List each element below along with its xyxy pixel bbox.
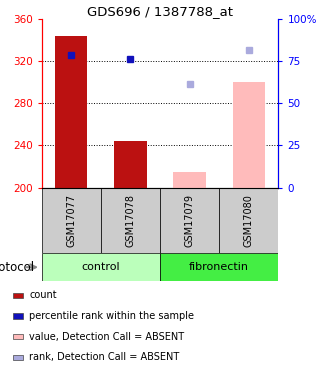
Bar <box>219 188 278 253</box>
Text: GSM17079: GSM17079 <box>185 194 195 247</box>
Bar <box>114 141 147 188</box>
Text: GSM17077: GSM17077 <box>66 194 76 247</box>
Text: control: control <box>82 262 120 272</box>
Bar <box>233 82 265 188</box>
Bar <box>42 253 160 281</box>
Bar <box>160 253 278 281</box>
Bar <box>101 188 160 253</box>
Text: fibronectin: fibronectin <box>189 262 249 272</box>
Text: count: count <box>29 290 57 300</box>
Bar <box>12 334 23 339</box>
Title: GDS696 / 1387788_at: GDS696 / 1387788_at <box>87 4 233 18</box>
Text: protocol: protocol <box>0 261 35 274</box>
Text: GSM17078: GSM17078 <box>125 194 135 247</box>
Bar <box>160 188 219 253</box>
Bar <box>12 314 23 318</box>
Bar <box>42 188 101 253</box>
Bar <box>173 172 206 188</box>
Text: percentile rank within the sample: percentile rank within the sample <box>29 311 194 321</box>
Bar <box>55 36 87 188</box>
Text: value, Detection Call = ABSENT: value, Detection Call = ABSENT <box>29 332 184 342</box>
Text: rank, Detection Call = ABSENT: rank, Detection Call = ABSENT <box>29 352 180 362</box>
Bar <box>12 355 23 360</box>
Bar <box>12 293 23 298</box>
Text: GSM17080: GSM17080 <box>244 194 254 247</box>
